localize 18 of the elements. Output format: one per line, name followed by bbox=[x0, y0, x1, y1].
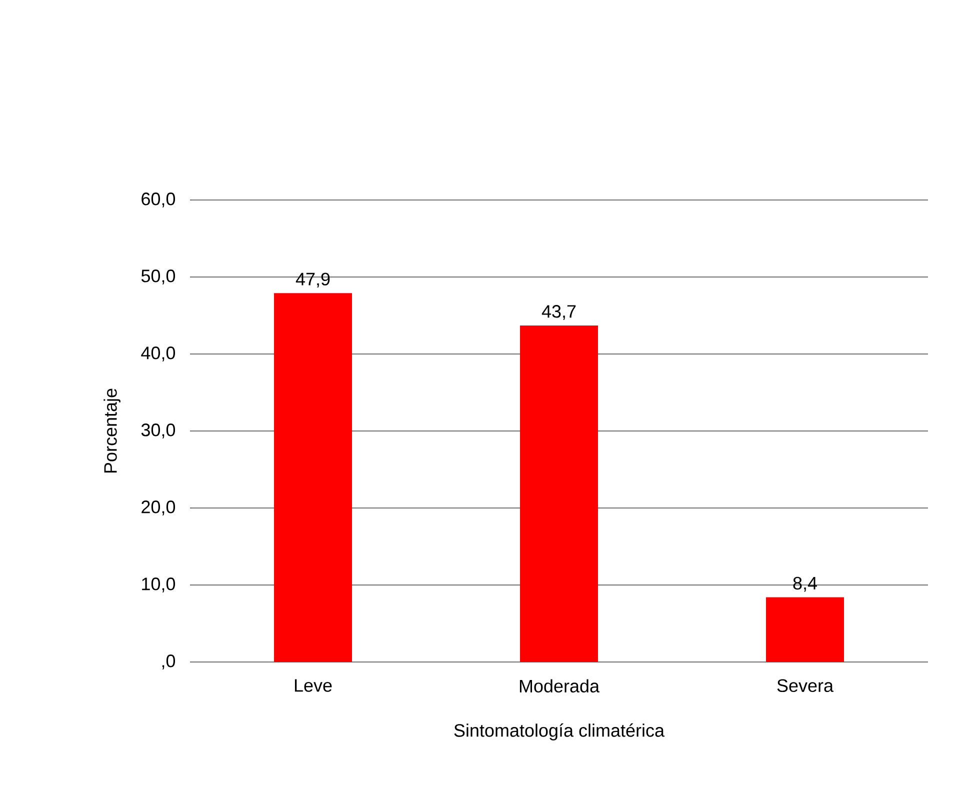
y-tick-label: 30,0 bbox=[141, 424, 176, 438]
y-tick-label: 20,0 bbox=[142, 500, 176, 516]
y-tick-label: 10,0 bbox=[142, 578, 176, 592]
data-label: 43,7 bbox=[542, 305, 576, 320]
y-tick-label: ,0 bbox=[162, 654, 176, 670]
bar bbox=[766, 597, 844, 662]
x-tick-label: Leve bbox=[294, 679, 332, 692]
y-tick-label: 60,0 bbox=[142, 192, 176, 208]
x-tick-label: Moderada bbox=[520, 679, 600, 692]
bar bbox=[520, 325, 598, 662]
data-label: 47,9 bbox=[296, 272, 330, 288]
y-tick-label: 50,0 bbox=[141, 270, 176, 284]
x-tick-label: Severa bbox=[777, 679, 834, 692]
y-tick-label: 40,0 bbox=[141, 346, 176, 362]
data-label: 8,4 bbox=[793, 576, 817, 592]
y-axis-title: Porcentaje bbox=[104, 388, 120, 473]
x-axis-title: Sintomatología climatérica bbox=[454, 723, 665, 740]
bar bbox=[274, 293, 352, 662]
